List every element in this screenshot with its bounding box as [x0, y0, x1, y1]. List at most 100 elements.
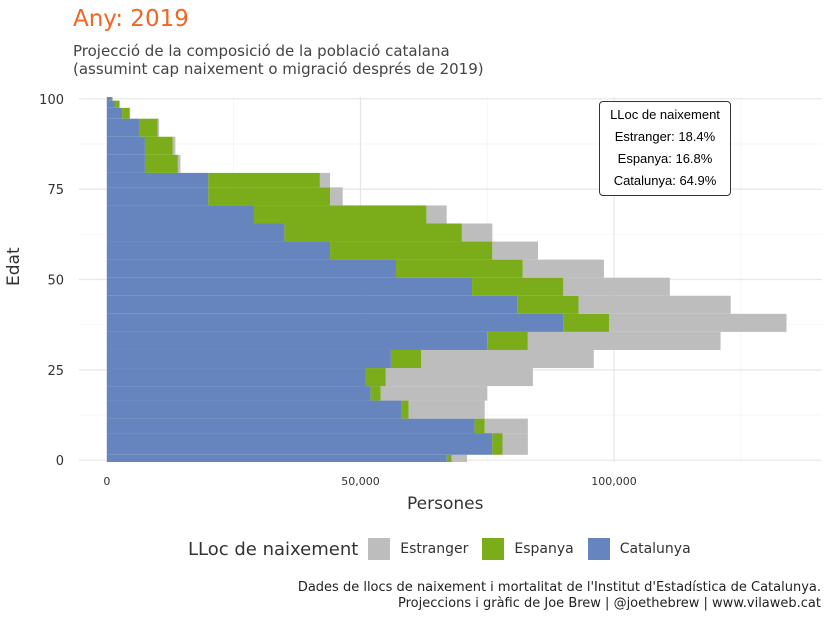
bar-estranger-age-31-35: [527, 331, 721, 350]
bar-catalunya-age-0-1: [106, 454, 447, 462]
legend-label-espanya: Espanya: [514, 541, 574, 557]
chart-title: Any: 2019: [73, 6, 189, 32]
bar-catalunya-age-56-60: [106, 241, 331, 260]
bar-espanya-age-12-16: [401, 400, 409, 419]
x-tick-label: 50,000: [341, 475, 380, 488]
caption: Dades de llocs de naixement i mortalitat…: [298, 580, 821, 612]
summary-estranger: Estranger: 18.4%: [614, 129, 716, 144]
bar-catalunya-age-21-25: [106, 368, 366, 387]
legend-item-catalunya: Catalunya: [587, 538, 691, 560]
bar-catalunya-age-100-100: [106, 97, 111, 101]
bar-espanya-age-21-25: [365, 368, 386, 387]
bar-estranger-age-26-30: [421, 349, 594, 369]
bar-espanya-age-8-11: [474, 418, 485, 434]
bar-estranger-age-12-16: [408, 400, 485, 419]
y-tick-label: 25: [47, 364, 64, 379]
bar-espanya-age-90-94: [139, 118, 158, 137]
legend: LLoc de naixement Estranger Espanya Cata…: [188, 538, 705, 560]
legend-title: LLoc de naixement: [188, 538, 359, 560]
bar-espanya-age-76-79: [208, 172, 320, 188]
x-tick-label: 0: [103, 475, 110, 488]
bar-catalunya-age-17-20: [106, 386, 371, 401]
bar-estranger-age-17-20: [380, 386, 488, 401]
subtitle-line-2: (assumint cap naixement o migració despr…: [73, 60, 484, 78]
caption-line-1: Dades de llocs de naixement i mortalitat…: [297, 580, 821, 595]
bar-estranger-age-61-65: [461, 223, 493, 242]
bar-catalunya-age-95-97: [106, 107, 123, 119]
bar-estranger-age-51-55: [522, 259, 604, 278]
bar-estranger-age-8-11: [484, 418, 528, 434]
bar-estranger-age-0-1: [451, 454, 467, 462]
bar-espanya-age-71-75: [208, 187, 331, 206]
y-tick-label: 100: [39, 93, 64, 108]
y-tick-label: 50: [47, 274, 64, 289]
bar-catalunya-age-71-75: [106, 187, 209, 206]
bar-estranger-age-95-97: [129, 107, 131, 119]
y-tick-label: 0: [56, 454, 64, 469]
bar-catalunya-age-12-16: [106, 400, 402, 419]
bar-estranger-age-71-75: [330, 187, 343, 206]
legend-item-espanya: Espanya: [482, 538, 574, 560]
bar-espanya-age-0-1: [446, 454, 452, 462]
legend-swatch-espanya: [482, 538, 505, 560]
bar-estranger-age-2-7: [502, 433, 528, 455]
summary-espanya: Espanya: 16.8%: [617, 151, 713, 166]
bar-catalunya-age-41-45: [106, 295, 518, 314]
bar-espanya-age-36-40: [563, 313, 609, 332]
bar-catalunya-age-61-65: [106, 223, 285, 242]
bar-espanya-age-17-20: [370, 386, 381, 401]
bar-estranger-age-36-40: [608, 313, 787, 332]
bar-catalunya-age-2-7: [106, 433, 493, 455]
bar-estranger-age-56-60: [492, 241, 538, 260]
subtitle-line-1: Projecció de la composició de la poblaci…: [73, 42, 450, 60]
bar-catalunya-age-76-79: [106, 172, 209, 188]
caption-line-2: Projeccions i gràfic de Joe Brew | @joet…: [398, 596, 821, 611]
birthplace-summary-box: LLoc de naixement Estranger: 18.4% Espan…: [599, 101, 731, 196]
bar-estranger-age-41-45: [578, 295, 731, 314]
bar-espanya-age-26-30: [390, 349, 422, 369]
legend-label-catalunya: Catalunya: [619, 541, 691, 557]
bar-catalunya-age-85-89: [106, 136, 145, 155]
legend-item-estranger: Estranger: [368, 538, 468, 560]
bar-estranger-age-21-25: [385, 368, 533, 387]
bar-espanya-age-2-7: [492, 433, 503, 455]
bar-espanya-age-95-97: [122, 107, 130, 119]
bar-catalunya-age-90-94: [106, 118, 140, 137]
bar-catalunya-age-66-70: [106, 205, 254, 224]
bar-catalunya-age-31-35: [106, 331, 488, 350]
bar-espanya-age-31-35: [487, 331, 528, 350]
legend-label-estranger: Estranger: [400, 541, 469, 557]
y-axis-label: Edat: [4, 247, 24, 286]
bar-catalunya-age-80-84: [106, 154, 145, 173]
bar-espanya-age-46-50: [472, 277, 564, 296]
bar-espanya-age-100-100: [110, 97, 113, 101]
bar-catalunya-age-51-55: [106, 259, 396, 278]
legend-swatch-catalunya: [587, 538, 610, 560]
legend-swatch-estranger: [368, 538, 391, 560]
x-axis-label: Persones: [407, 494, 484, 514]
bar-catalunya-age-8-11: [106, 418, 475, 434]
bar-espanya-age-41-45: [517, 295, 579, 314]
bar-espanya-age-66-70: [253, 205, 427, 224]
chart-subtitle: Projecció de la composició de la poblaci…: [73, 42, 484, 78]
summary-catalunya: Catalunya: 64.9%: [613, 173, 717, 188]
bar-estranger-age-46-50: [563, 277, 670, 296]
bar-espanya-age-61-65: [284, 223, 462, 242]
bar-catalunya-age-46-50: [106, 277, 473, 296]
bar-catalunya-age-36-40: [106, 313, 564, 332]
bar-catalunya-age-98-99: [106, 100, 115, 108]
bar-estranger-age-66-70: [426, 205, 447, 224]
bar-catalunya-age-26-30: [106, 349, 391, 369]
bar-espanya-age-85-89: [144, 136, 173, 155]
bar-espanya-age-80-84: [144, 154, 178, 173]
bar-estranger-age-85-89: [172, 136, 176, 155]
bar-estranger-age-90-94: [157, 118, 160, 137]
bar-espanya-age-98-99: [114, 100, 120, 108]
bar-estranger-age-76-79: [319, 172, 331, 188]
y-tick-label: 75: [47, 183, 64, 198]
bar-estranger-age-80-84: [177, 154, 181, 173]
bar-espanya-age-56-60: [330, 241, 493, 260]
x-tick-label: 100,000: [591, 475, 637, 488]
summary-title: LLoc de naixement: [610, 107, 720, 122]
